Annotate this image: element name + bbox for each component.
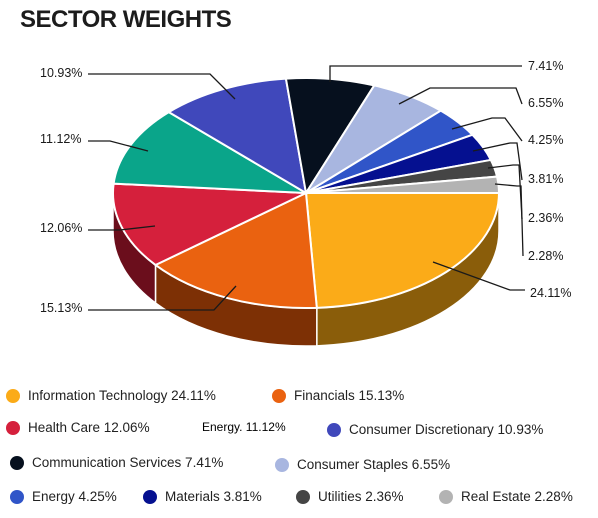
slice-label-2: 12.06% (40, 221, 82, 235)
legend-label-0: Information Technology 24.11% (28, 388, 216, 403)
pie-chart: 24.11% 15.13% 12.06% 11.12% 10.93% 7.41% 6.55%… (40, 59, 571, 347)
legend-label-1: Financials 15.13% (294, 388, 405, 403)
legend-swatch-6 (275, 457, 289, 472)
legend-swatch-9 (296, 489, 310, 504)
legend-label-3: Energy. 11.12% (202, 420, 286, 434)
leader-line-10 (494, 183, 524, 257)
legend-item-1: Financials 15.13% (272, 388, 404, 403)
legend-item-5: Communication Services 7.41% (10, 455, 223, 470)
legend-item-8: Materials 3.81% (143, 489, 262, 504)
leader-line-7 (451, 117, 523, 142)
legend-item-3: Energy. 11.12% (202, 420, 286, 434)
legend-swatch-2 (6, 420, 20, 435)
leader-line-9 (487, 164, 523, 220)
leader-line-1 (88, 285, 237, 311)
legend-label-6: Consumer Staples 6.55% (297, 457, 451, 472)
slice-label-5: 7.41% (528, 59, 563, 73)
legend-swatch-1 (272, 388, 286, 403)
slice-label-6: 6.55% (528, 96, 563, 110)
pie-slice-2[interactable] (112, 182, 307, 267)
leader-line-4 (88, 73, 236, 100)
leader-line-8 (472, 142, 523, 181)
pie-slice-4[interactable] (166, 77, 308, 195)
slice-label-10: 2.28% (528, 249, 563, 263)
legend-label-2: Health Care 12.06% (28, 420, 150, 435)
pie-slice-3[interactable] (112, 110, 307, 194)
leader-line-6 (398, 87, 523, 105)
chart-title: SECTOR WEIGHTS (20, 6, 232, 33)
slice-label-4: 10.93% (40, 66, 82, 80)
legend-item-6: Consumer Staples 6.55% (275, 457, 450, 472)
slice-label-9: 2.36% (528, 211, 563, 225)
legend-item-9: Utilities 2.36% (296, 489, 404, 504)
slice-label-7: 4.25% (528, 133, 563, 147)
pie-slice-1[interactable] (153, 191, 318, 309)
slice-label-1: 15.13% (40, 301, 82, 315)
pie-slice-0[interactable] (304, 192, 501, 309)
legend-item-2: Health Care 12.06% (6, 420, 150, 435)
legend-label-4: Consumer Discretionary 10.93% (349, 422, 544, 437)
legend-swatch-7 (10, 489, 24, 504)
legend-label-10: Real Estate 2.28% (461, 489, 573, 504)
slice-label-8: 3.81% (528, 172, 563, 186)
legend-swatch-4 (327, 422, 341, 437)
legend-label-9: Utilities 2.36% (318, 489, 404, 504)
leader-line-5 (329, 65, 522, 82)
legend-label-8: Materials 3.81% (165, 489, 262, 504)
legend-item-0: Information Technology 24.11% (6, 388, 216, 403)
legend-item-10: Real Estate 2.28% (439, 489, 573, 504)
legend-swatch-5 (10, 455, 24, 470)
slice-label-0: 24.11% (530, 286, 571, 300)
legend-item-4: Consumer Discretionary 10.93% (327, 422, 543, 437)
legend-label-7: Energy 4.25% (32, 489, 117, 504)
leader-line-2 (88, 225, 156, 231)
slice-label-3: 11.12% (40, 132, 81, 146)
legend-swatch-0 (6, 388, 20, 403)
legend-item-7: Energy 4.25% (10, 489, 117, 504)
legend-swatch-8 (143, 489, 157, 504)
leader-line-0 (432, 261, 525, 291)
legend-label-5: Communication Services 7.41% (32, 455, 224, 470)
legend-swatch-10 (439, 489, 453, 504)
leader-line-3 (88, 140, 149, 152)
